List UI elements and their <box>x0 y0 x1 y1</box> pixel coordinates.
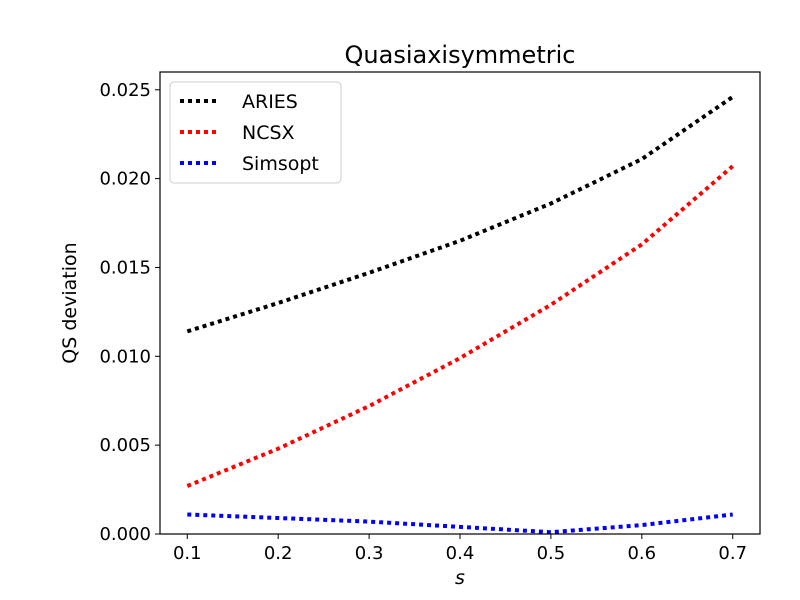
x-tick-label: 0.3 <box>355 543 384 564</box>
y-tick-label: 0.015 <box>99 257 151 278</box>
y-tick-label: 0.010 <box>99 346 151 367</box>
legend-label-aries: ARIES <box>242 91 298 113</box>
x-axis-label: s <box>455 567 465 589</box>
legend-label-simsopt: Simsopt <box>242 153 319 175</box>
series-line-simsopt <box>187 512 733 535</box>
chart-title: Quasiaxisymmetric <box>345 41 576 69</box>
x-tick-label: 0.7 <box>718 543 747 564</box>
y-tick-label: 0.005 <box>99 435 151 456</box>
x-tick-label: 0.2 <box>264 543 293 564</box>
legend-label-ncsx: NCSX <box>242 122 295 144</box>
legend-box <box>169 81 342 184</box>
x-tick-label: 0.5 <box>537 543 566 564</box>
y-tick-label: 0.025 <box>99 80 151 101</box>
series-layer <box>186 95 735 535</box>
legend: ARIES NCSX Simsopt <box>169 81 342 184</box>
x-tick-label: 0.1 <box>173 543 202 564</box>
x-axis: 0.1 0.2 0.3 0.4 0.5 0.6 0.7 <box>173 534 747 564</box>
y-axis: 0.000 0.005 0.010 0.015 0.020 0.025 <box>99 80 160 545</box>
y-axis-label: QS deviation <box>59 242 81 363</box>
x-tick-label: 0.6 <box>627 543 656 564</box>
y-tick-label: 0.020 <box>99 169 151 190</box>
series-line-ncsx <box>186 164 735 488</box>
x-tick-label: 0.4 <box>446 543 475 564</box>
y-tick-label: 0.000 <box>99 524 151 545</box>
